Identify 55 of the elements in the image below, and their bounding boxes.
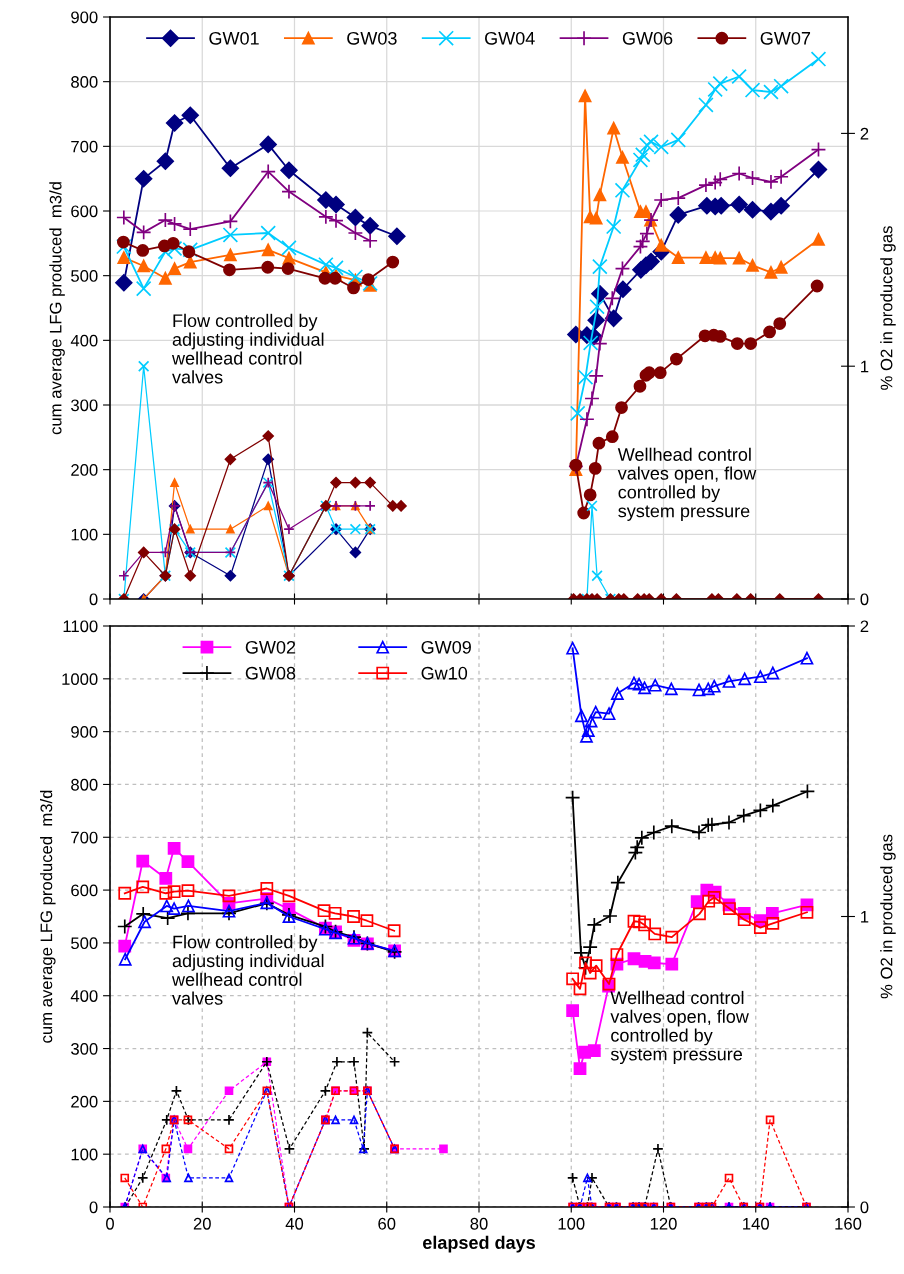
legend-label: GW08: [245, 666, 296, 680]
y-tick-label: 200: [71, 464, 98, 476]
y2-tick-label: 0: [860, 1201, 869, 1214]
y-tick-label: 600: [71, 884, 98, 897]
x-tick-label: 160: [835, 1217, 862, 1230]
y-tick-label: 100: [71, 528, 98, 541]
y-tick-label: 100: [71, 1148, 98, 1161]
y-tick-label: 600: [71, 205, 98, 218]
x-tick-label: 120: [650, 1217, 677, 1230]
annotation: Flow controlled by adjusting individual wellhead control valves: [171, 935, 324, 1005]
y-tick-label: 700: [71, 831, 98, 844]
annotation: Flow controlled by adjusting individual wellhead control valves: [171, 313, 324, 384]
y-tick-label: 900: [71, 11, 98, 24]
legend-label: GW03: [347, 31, 397, 45]
x-tick-label: 80: [470, 1217, 488, 1230]
legend-label: GW04: [485, 31, 535, 45]
legend-label: GW06: [622, 31, 673, 45]
y-tick-label: 800: [71, 778, 98, 791]
y2-axis-title: % O2 in produced gas: [880, 226, 896, 390]
y-tick-label: 1100: [63, 620, 98, 633]
legend-label: GW07: [760, 31, 811, 45]
y-axis-title: cum average LFG produced m3/d: [40, 790, 56, 1043]
annotation: Wellhead control valves open, flow controlled by system pressure: [610, 990, 749, 1065]
x-axis-title: elapsed days: [423, 1235, 535, 1253]
y2-tick-label: 1: [861, 911, 869, 923]
x-tick-label: 100: [558, 1217, 585, 1230]
x-tick-label: 60: [378, 1217, 396, 1230]
y-tick-label: 1000: [62, 673, 98, 686]
y-tick-label: 500: [71, 270, 98, 282]
y-tick-label: 0: [89, 1201, 98, 1214]
y-tick-label: 300: [71, 1042, 98, 1055]
y2-tick-label: 1: [861, 360, 869, 373]
y-tick-label: 0: [89, 593, 98, 606]
y-axis-title: cum average LFG produced m3/d: [49, 182, 65, 435]
x-tick-label: 40: [285, 1217, 304, 1230]
x-tick-label: 0: [106, 1217, 114, 1230]
y2-tick-label: 0: [860, 593, 869, 606]
y-tick-label: 400: [70, 990, 98, 1002]
legend-label: GW09: [421, 640, 471, 654]
legend-label: GW02: [245, 640, 296, 654]
y-tick-label: 400: [70, 334, 98, 347]
annotation: Wellhead control valves open, flow controlled by system pressure: [617, 447, 757, 521]
y-tick-label: 500: [71, 937, 98, 950]
y-tick-label: 800: [71, 76, 98, 88]
y-tick-label: 700: [71, 140, 98, 153]
legend-label: GW01: [209, 31, 259, 45]
y2-tick-label: 2: [860, 620, 869, 633]
x-tick-label: 140: [743, 1217, 769, 1230]
y2-axis-title: % O2 in produced gas: [880, 834, 896, 999]
x-tick-label: 20: [193, 1217, 211, 1230]
y2-tick-label: 2: [860, 127, 869, 140]
y-tick-label: 300: [71, 399, 98, 412]
y-tick-label: 900: [71, 726, 98, 738]
legend-label: Gw10: [421, 666, 468, 680]
y-tick-label: 200: [71, 1095, 98, 1108]
